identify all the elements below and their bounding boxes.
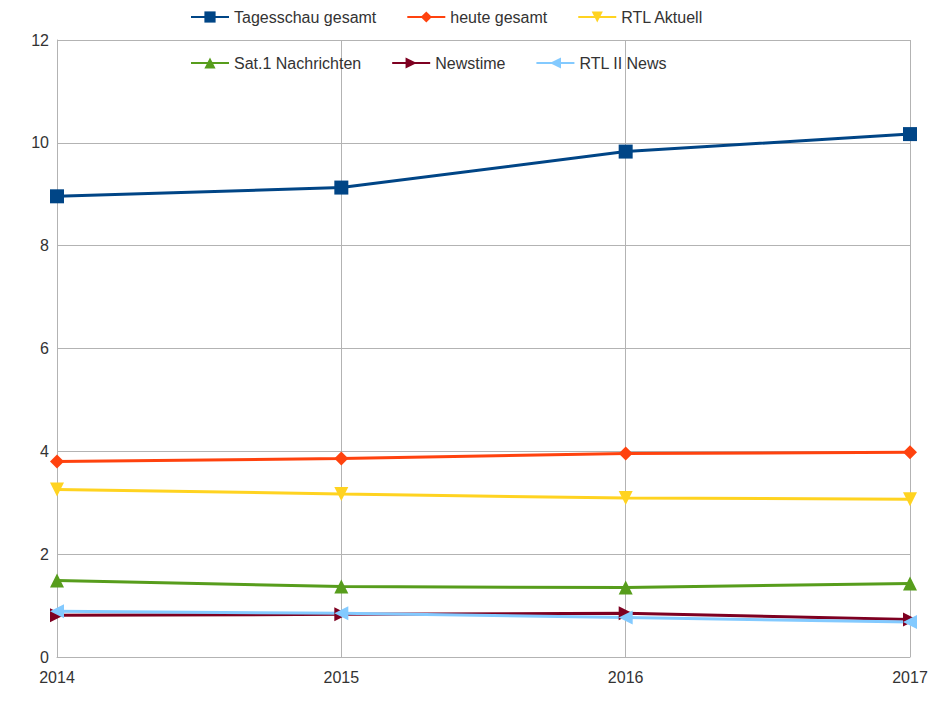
svg-text:Tagesschau gesamt: Tagesschau gesamt [234, 9, 377, 26]
svg-text:10: 10 [31, 134, 49, 151]
svg-text:2017: 2017 [892, 669, 928, 686]
svg-text:12: 12 [31, 32, 49, 49]
svg-text:2016: 2016 [608, 669, 644, 686]
svg-text:heute gesamt: heute gesamt [450, 9, 548, 26]
svg-text:4: 4 [40, 443, 49, 460]
svg-text:RTL II News: RTL II News [579, 55, 666, 72]
svg-text:6: 6 [40, 340, 49, 357]
svg-text:8: 8 [40, 237, 49, 254]
svg-text:Newstime: Newstime [435, 55, 505, 72]
svg-text:2015: 2015 [324, 669, 360, 686]
svg-text:RTL Aktuell: RTL Aktuell [621, 9, 702, 26]
svg-text:Sat.1 Nachrichten: Sat.1 Nachrichten [234, 55, 361, 72]
svg-text:0: 0 [40, 649, 49, 666]
svg-text:2: 2 [40, 546, 49, 563]
svg-text:2014: 2014 [39, 669, 75, 686]
